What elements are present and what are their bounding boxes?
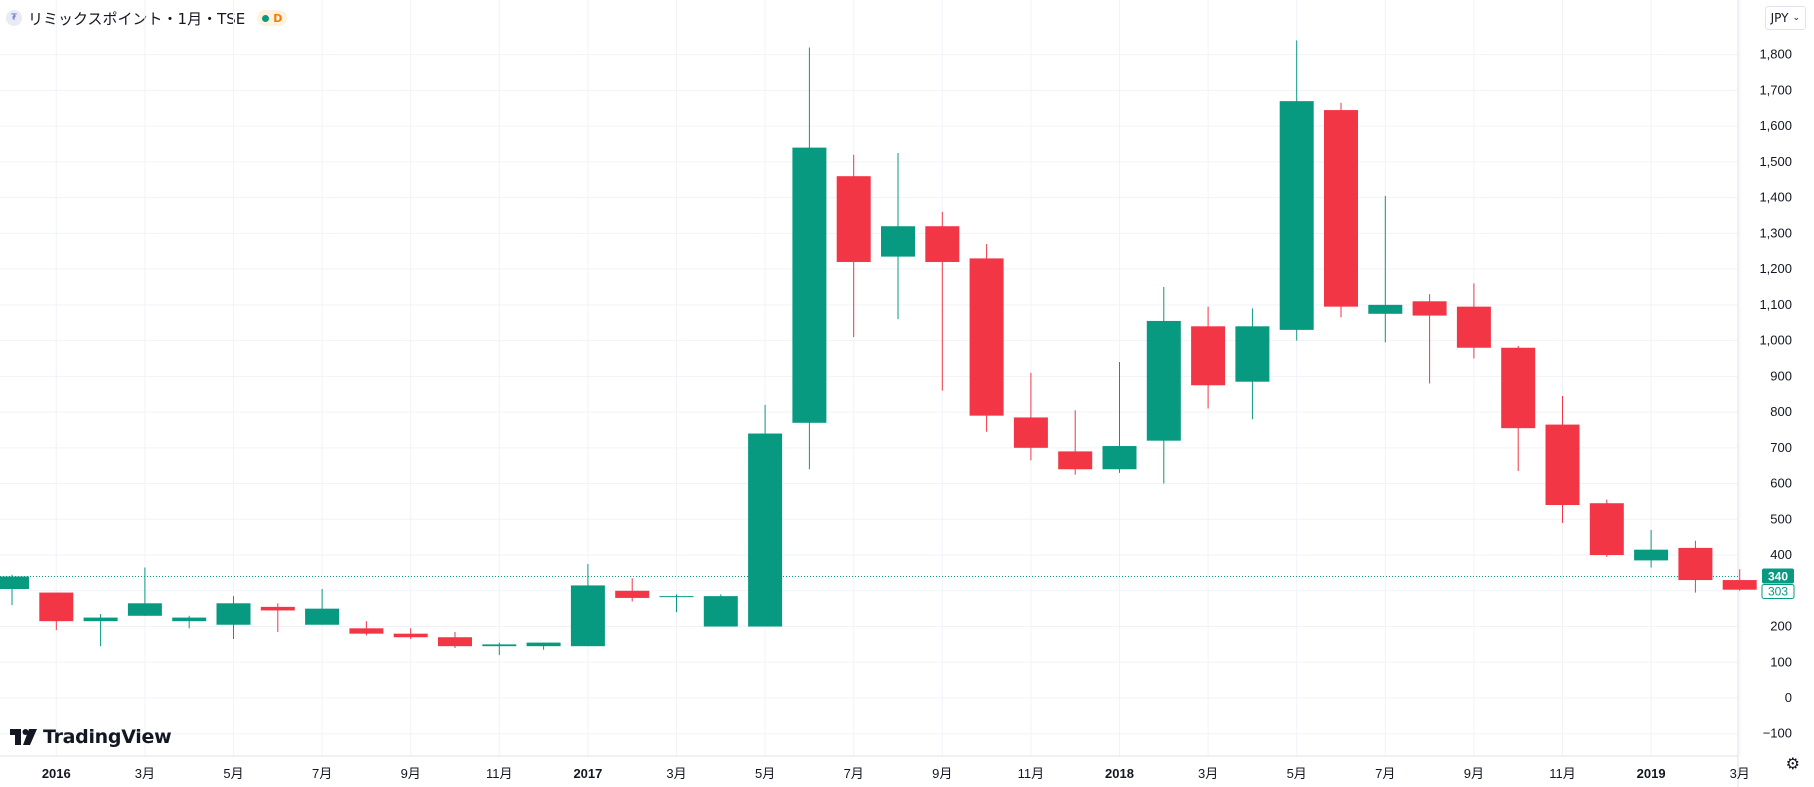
time-axis-tick-label: 5月 — [755, 766, 775, 781]
price-axis-tick-label: 500 — [1770, 511, 1792, 526]
exchange-logo-icon: ₮ — [6, 10, 22, 26]
market-status-badge[interactable]: D — [257, 10, 288, 26]
candle-body — [748, 433, 783, 627]
candle-body — [83, 617, 118, 622]
price-axis-tick-label: 1,400 — [1759, 190, 1792, 205]
candle-body — [1722, 580, 1757, 590]
candle-body — [1235, 326, 1270, 382]
candle-body — [1678, 547, 1713, 581]
candle-body — [792, 147, 827, 423]
price-axis-tick-label: 700 — [1770, 440, 1792, 455]
candle-body — [1102, 446, 1137, 470]
candle-body — [1191, 326, 1226, 386]
tradingview-logo-icon — [10, 729, 37, 745]
candle-body — [1589, 503, 1624, 556]
interval-badge: D — [273, 11, 283, 25]
candle-body — [127, 603, 162, 616]
time-axis-tick-label: 9月 — [932, 766, 952, 781]
candle-body — [1456, 306, 1491, 348]
candle-body — [438, 637, 472, 647]
price-axis-tick-label: 900 — [1770, 368, 1792, 383]
time-axis-tick-label: 5月 — [223, 766, 243, 781]
candle-body — [0, 576, 29, 589]
candle-body — [1279, 101, 1314, 330]
current-close-badge — [1761, 583, 1795, 599]
currency-selector[interactable]: JPY ⌄ — [1764, 6, 1806, 30]
candle-body — [216, 603, 251, 625]
price-axis-tick-label: 1,200 — [1759, 261, 1792, 276]
candle-body — [1501, 347, 1536, 429]
chart-header: ₮ リミックスポイント・1月・TSE D — [6, 6, 288, 30]
candle-body — [615, 590, 650, 598]
candle-body — [526, 642, 561, 647]
price-axis-tick-label: 1,800 — [1759, 47, 1792, 62]
price-axis-tick-label: 0 — [1785, 690, 1792, 705]
candle-body — [925, 226, 960, 262]
candle-body — [881, 226, 915, 257]
candle-body — [39, 592, 74, 622]
candle-body — [1013, 417, 1048, 448]
candle-body — [349, 628, 384, 634]
time-axis-tick-label: 2016 — [42, 766, 71, 781]
candle-body — [1324, 110, 1358, 307]
candle-body — [172, 617, 207, 622]
time-axis-tick-label: 11月 — [1018, 766, 1045, 781]
price-axis-tick-label: 1,700 — [1759, 82, 1792, 97]
time-axis-tick-label: 2019 — [1637, 766, 1666, 781]
time-axis-tick-label: 7月 — [312, 766, 332, 781]
time-axis-tick-label: 2017 — [573, 766, 602, 781]
price-axis-tick-label: −100 — [1763, 726, 1792, 741]
price-axis-tick-label: 600 — [1770, 476, 1792, 491]
logo-text: TradingView — [43, 726, 172, 748]
time-axis-tick-label: 3月 — [1730, 766, 1750, 781]
time-axis-tick-label: 7月 — [1375, 766, 1395, 781]
last-price-badge — [1762, 568, 1794, 584]
time-axis-tick-label: 3月 — [1198, 766, 1218, 781]
candle-body — [305, 608, 340, 625]
time-axis-tick-label: 7月 — [844, 766, 864, 781]
candle-body — [659, 596, 694, 598]
time-axis-tick-label: 9月 — [401, 766, 421, 781]
candle-body — [1634, 549, 1669, 561]
last-price-badge-label: 340 — [1768, 569, 1788, 583]
time-axis-tick-label: 2018 — [1105, 766, 1134, 781]
price-axis-tick-label: 400 — [1770, 547, 1792, 562]
current-close-badge-label: 303 — [1768, 584, 1788, 598]
time-axis-tick-label: 11月 — [486, 766, 513, 781]
price-axis-tick-label: 1,100 — [1759, 297, 1792, 312]
currency-label: JPY — [1770, 11, 1789, 25]
candle-body — [570, 585, 605, 647]
chevron-down-icon: ⌄ — [1792, 13, 1800, 23]
candle-body — [1146, 320, 1181, 441]
candle-body — [1545, 424, 1580, 506]
time-axis-tick-label: 3月 — [666, 766, 686, 781]
time-axis-tick-label: 5月 — [1287, 766, 1307, 781]
candle-body — [703, 596, 738, 627]
time-axis-tick-label: 3月 — [135, 766, 155, 781]
candle-body — [1412, 301, 1447, 316]
price-axis-tick-label: 1,600 — [1759, 118, 1792, 133]
tradingview-logo[interactable]: TradingView — [10, 726, 172, 748]
candle-body — [836, 176, 871, 262]
candle-body — [260, 606, 295, 611]
candle-body — [1368, 304, 1403, 314]
candle-body — [393, 633, 428, 638]
market-open-dot-icon — [262, 14, 270, 22]
price-axis-tick-label: 1,500 — [1759, 154, 1792, 169]
time-axis-tick-label: 11月 — [1549, 766, 1576, 781]
price-axis-tick-label: 100 — [1770, 654, 1792, 669]
gear-icon[interactable]: ⚙ — [1785, 754, 1800, 773]
time-axis-tick-label: 9月 — [1464, 766, 1484, 781]
symbol-title[interactable]: リミックスポイント・1月・TSE — [28, 9, 246, 28]
candle-body — [482, 644, 517, 647]
price-axis-tick-label: 1,000 — [1759, 333, 1792, 348]
price-axis-tick-label: 800 — [1770, 404, 1792, 419]
candle-body — [1058, 451, 1093, 470]
candle-body — [969, 258, 1004, 416]
price-axis-tick-label: 200 — [1770, 619, 1792, 634]
price-axis-tick-label: 1,300 — [1759, 225, 1792, 240]
